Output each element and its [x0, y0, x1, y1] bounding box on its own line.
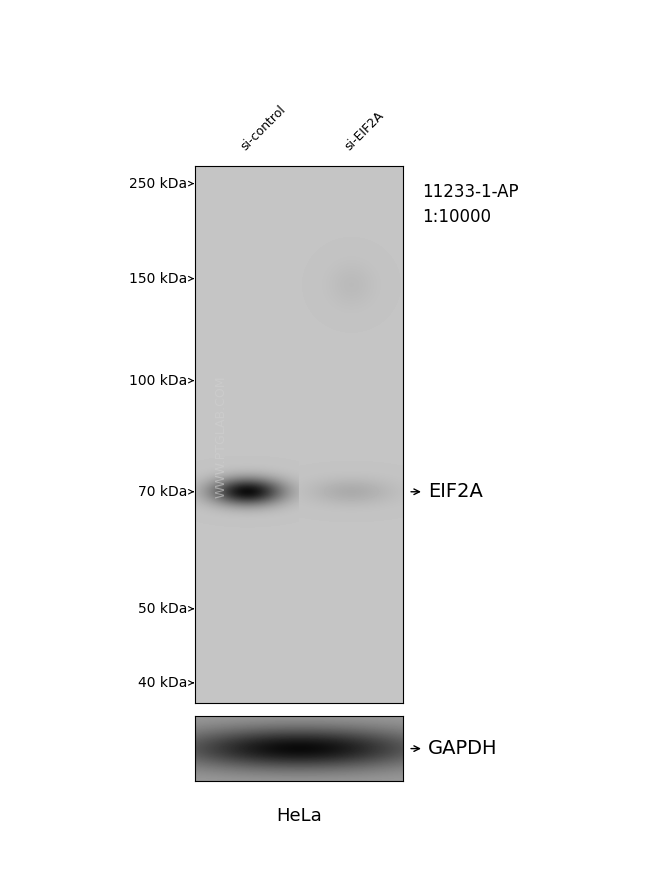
Text: 50 kDa: 50 kDa — [138, 601, 187, 615]
Text: 11233-1-AP
1:10000: 11233-1-AP 1:10000 — [422, 183, 519, 226]
Text: si-EIF2A: si-EIF2A — [342, 108, 386, 153]
Text: 150 kDa: 150 kDa — [129, 272, 187, 285]
Text: HeLa: HeLa — [276, 808, 322, 825]
Text: WWW.PTGLAB.COM: WWW.PTGLAB.COM — [214, 375, 227, 498]
Text: GAPDH: GAPDH — [428, 739, 497, 758]
Text: 40 kDa: 40 kDa — [138, 676, 187, 690]
Text: 100 kDa: 100 kDa — [129, 374, 187, 388]
Text: EIF2A: EIF2A — [428, 482, 482, 501]
Text: 70 kDa: 70 kDa — [138, 485, 187, 498]
Text: si-control: si-control — [238, 103, 288, 153]
Text: 250 kDa: 250 kDa — [129, 176, 187, 190]
